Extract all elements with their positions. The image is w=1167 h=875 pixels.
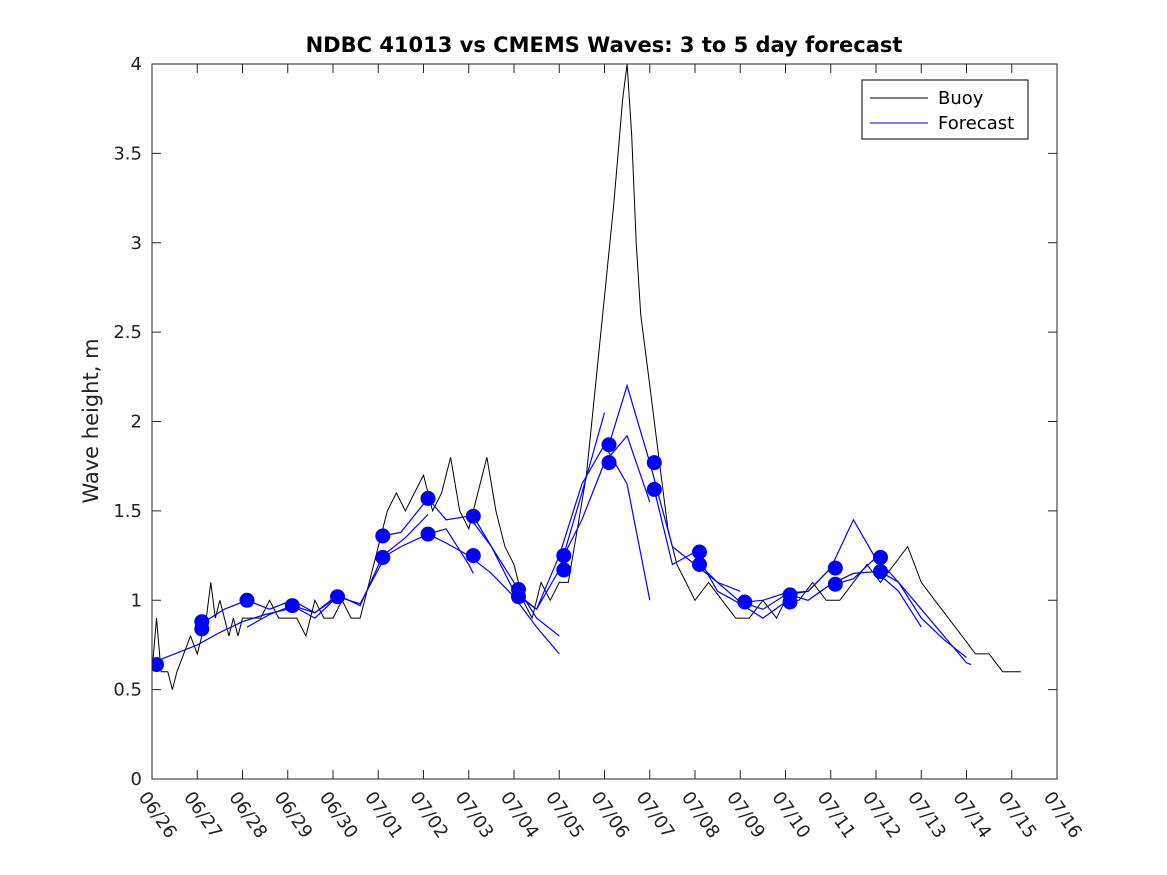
- forecast-marker: [511, 589, 526, 605]
- forecast-marker: [284, 598, 300, 614]
- forecast-marker: [556, 548, 572, 564]
- forecast-series-line-9: [518, 443, 651, 611]
- forecast-marker: [330, 589, 345, 605]
- forecast-marker: [646, 455, 662, 471]
- forecast-marker: [827, 576, 843, 592]
- forecast-marker: [737, 594, 753, 610]
- forecast-series-line-4: [292, 514, 429, 614]
- forecast-series-line-1: [152, 608, 288, 664]
- plot-data-group: [152, 64, 1021, 690]
- y-tick-label: 3: [131, 233, 142, 254]
- y-tick-label: 1: [131, 590, 142, 611]
- legend-buoy-label: Buoy: [938, 88, 984, 109]
- y-tick-label: 2.5: [113, 322, 142, 343]
- y-tick-label: 0.5: [113, 680, 142, 701]
- chart-title: NDBC 41013 vs CMEMS Waves: 3 to 5 day fo…: [306, 33, 903, 57]
- forecast-marker: [692, 544, 707, 560]
- forecast-series-line-15: [789, 570, 922, 628]
- legend-forecast-label: Forecast: [938, 113, 1014, 134]
- legend-box: [861, 79, 1029, 140]
- forecast-marker: [827, 560, 843, 576]
- y-tick-label: 4: [131, 54, 142, 75]
- forecast-marker: [465, 548, 481, 564]
- legend: Buoy Forecast: [861, 79, 1029, 140]
- y-tick-label: 2: [131, 412, 142, 433]
- forecast-series-line-12: [653, 489, 786, 619]
- y-tick-label: 3.5: [113, 143, 142, 164]
- forecast-marker: [692, 557, 707, 572]
- forecast-marker: [873, 564, 888, 580]
- y-tick-label: 1.5: [113, 501, 142, 522]
- forecast-marker: [782, 594, 798, 610]
- y-axis-label: Wave height, m: [79, 338, 103, 503]
- forecast-marker: [375, 528, 391, 544]
- forecast-series-line-3: [246, 560, 384, 628]
- forecast-marker: [375, 549, 391, 565]
- forecast-marker: [646, 481, 662, 497]
- forecast-marker: [194, 614, 210, 630]
- forecast-marker: [420, 490, 436, 506]
- forecast-marker: [601, 455, 617, 471]
- forecast-series-line-14: [744, 518, 877, 603]
- forecast-marker: [465, 508, 481, 524]
- forecast-marker: [152, 657, 164, 673]
- forecast-series-line-17: [880, 571, 972, 666]
- forecast-marker: [556, 562, 572, 578]
- forecast-marker: [601, 437, 617, 453]
- forecast-marker: [420, 526, 436, 542]
- forecast-marker: [873, 549, 888, 565]
- forecast-series-line-7: [427, 528, 474, 574]
- forecast-marker: [239, 592, 255, 608]
- y-tick-label: 0: [131, 769, 142, 790]
